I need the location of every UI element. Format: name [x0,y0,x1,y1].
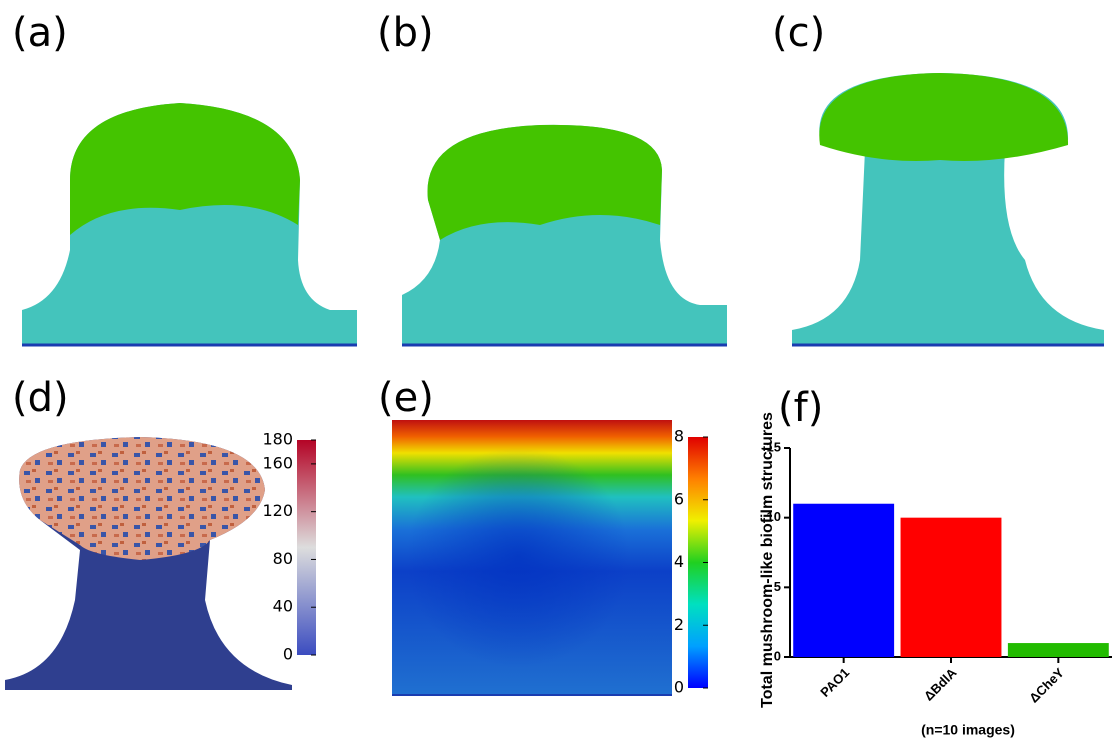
tick-label: 120 [262,501,293,520]
tick-label: 180 [262,430,293,449]
tick-label: 8 [674,427,684,446]
tick-label: 2 [674,615,684,634]
panel-label: (a) [12,10,68,56]
panel-label: (f) [778,385,823,431]
panel-label: (b) [377,10,434,56]
panel-label: (d) [12,375,69,421]
figure: (a) (b) (c) (d) 0 40 80 120 160 180 (e) 0 2 4 6 8 (f)… [0,0,1116,742]
mushroom-d [5,437,292,690]
bar [1008,643,1109,657]
heatmap-e [392,420,672,695]
colorbar [297,440,316,655]
x-tick-label: ΔCheY [1026,665,1067,706]
y-axis-label: Total mushroom-like biofilm structures [759,412,776,708]
tick-label: 6 [674,489,684,508]
tick-label: 0 [674,678,684,697]
tick-label: 40 [273,597,293,616]
tick-label: 80 [273,549,293,568]
panel-label: (e) [378,375,434,421]
panel-label: (c) [772,10,825,56]
x-axis-label: (n=10 images) [921,722,1015,738]
tick-label: 160 [262,453,293,472]
bar [901,518,1002,657]
bar [793,504,894,657]
mushroom-b [402,125,727,345]
mushroom-c [792,73,1104,345]
x-tick-label: PAO1 [817,665,852,700]
x-tick-label: ΔBdlA [921,665,960,704]
tick-label: 0 [283,645,293,664]
mushroom-a [22,103,357,345]
tick-label: 4 [674,552,684,571]
